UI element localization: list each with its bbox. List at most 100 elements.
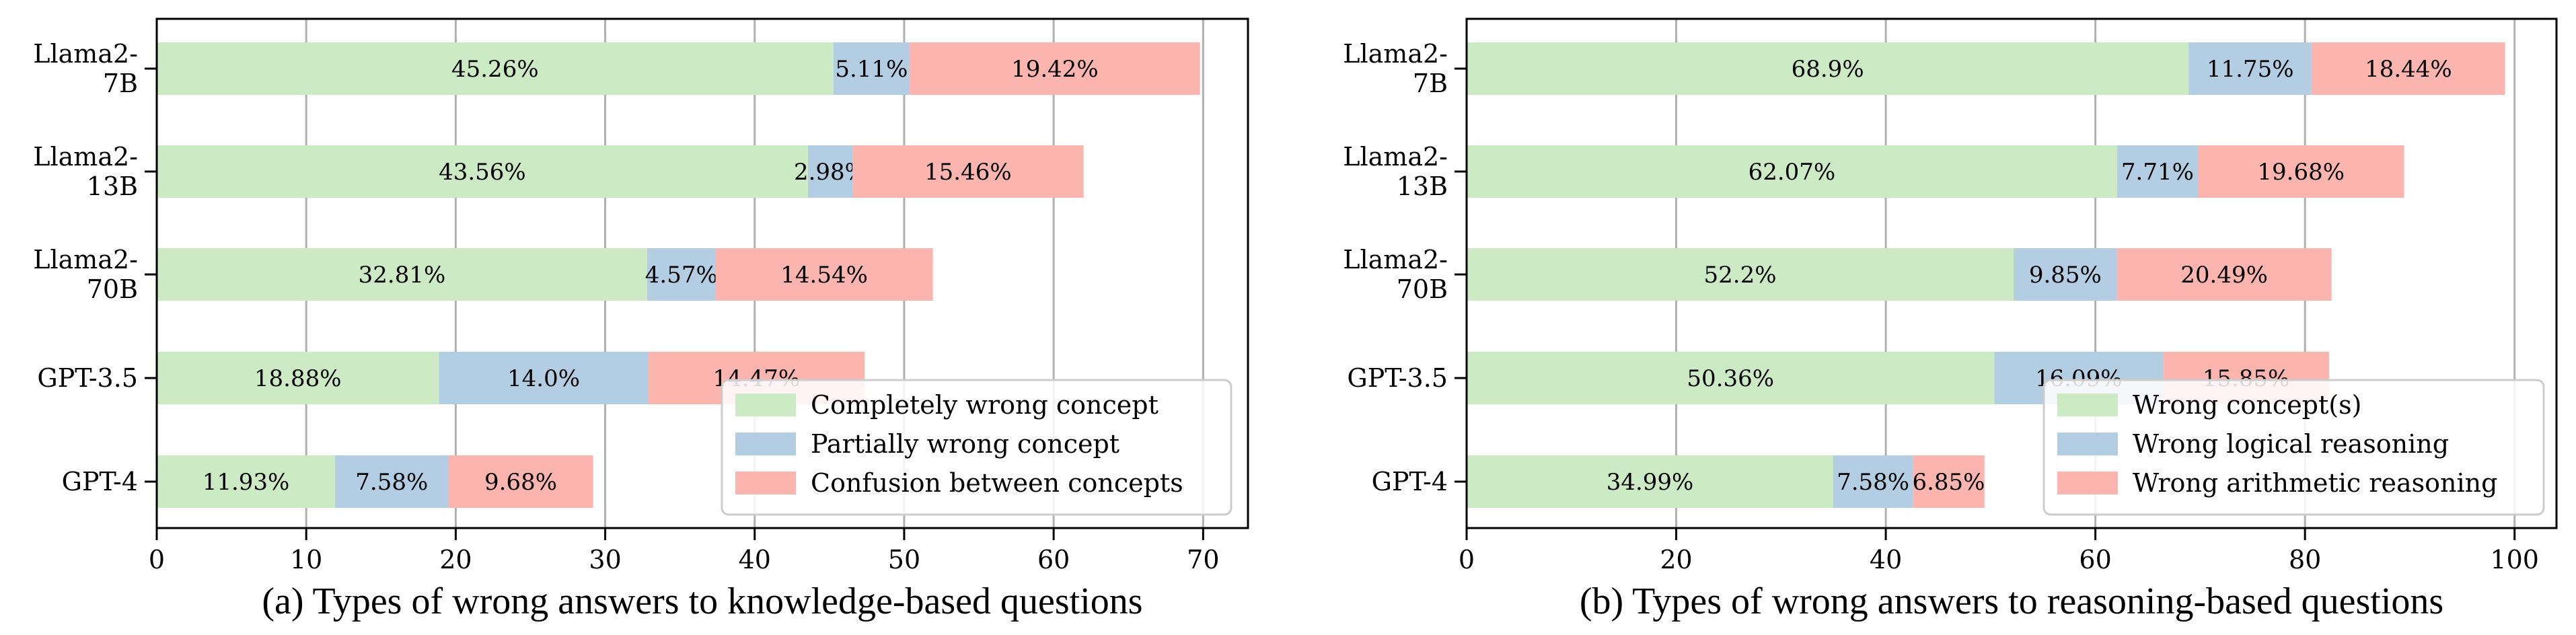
y-tick-label: Llama2-70B [1343, 245, 1448, 304]
data-label: 14.0% [507, 365, 580, 392]
x-tick-label: 60 [2079, 545, 2111, 574]
legend-label: Wrong concept(s) [2133, 390, 2361, 420]
data-label: 9.85% [2029, 262, 2102, 289]
data-label: 6.85% [1912, 469, 1985, 496]
y-tick-label-line: 70B [1397, 274, 1448, 304]
y-tick-label-line: Llama2- [1343, 142, 1448, 172]
legend-label: Confusion between concepts [811, 468, 1183, 498]
y-tick-label-line: 7B [103, 69, 138, 98]
y-tick-label: Llama2-7B [1343, 39, 1448, 98]
data-label: 45.26% [451, 56, 539, 83]
bar-segment [157, 352, 439, 404]
x-tick-label: 40 [739, 545, 771, 574]
legend-swatch [735, 472, 796, 494]
bar-segment [157, 248, 648, 301]
data-label: 19.68% [2257, 159, 2345, 186]
data-label: 7.71% [2121, 159, 2194, 186]
bar-segment [2312, 42, 2505, 95]
bar-segment [2117, 248, 2332, 301]
legend-swatch [2057, 472, 2118, 494]
y-tick-label-line: GPT-4 [62, 467, 138, 496]
y-tick-label-line: Llama2- [33, 39, 138, 69]
y-tick-label-line: 70B [87, 274, 138, 304]
y-tick-label: Llama2-13B [33, 142, 138, 201]
data-label: 14.54% [780, 262, 868, 289]
y-tick-label: GPT-3.5 [1347, 363, 1448, 393]
bar-segment [1467, 42, 2189, 95]
x-tick-label: 60 [1037, 545, 1070, 574]
y-tick-label: Llama2-7B [33, 39, 138, 98]
y-tick-label: Llama2-70B [33, 245, 138, 304]
x-tick-label: 0 [149, 545, 165, 574]
data-label: 11.75% [2207, 56, 2294, 83]
y-tick-label: GPT-3.5 [37, 363, 138, 393]
legend-swatch [2057, 433, 2118, 455]
x-tick-label: 40 [1870, 545, 1902, 574]
data-label: 5.11% [835, 56, 908, 83]
y-tick-label-line: GPT-3.5 [1347, 363, 1448, 393]
legend-label: Wrong logical reasoning [2133, 429, 2449, 459]
x-tick-label: 20 [439, 545, 472, 574]
bar-segment [1913, 455, 1985, 508]
y-tick-label-line: Llama2- [1343, 39, 1448, 69]
data-label: 68.9% [1792, 56, 1864, 83]
y-tick-label-line: 7B [1413, 69, 1448, 98]
data-label: 18.44% [2365, 56, 2452, 83]
bar-segment [833, 42, 910, 95]
bar-segment [2014, 248, 2117, 301]
legend-label: Wrong arithmetic reasoning [2133, 468, 2497, 498]
chart-title: (a) Types of wrong answers to knowledge-… [262, 581, 1142, 622]
bar-segment [448, 455, 593, 508]
y-tick-label: GPT-4 [62, 467, 138, 496]
data-label: 34.99% [1607, 469, 1694, 496]
x-tick-label: 30 [589, 545, 621, 574]
data-label: 43.56% [439, 159, 526, 186]
data-label: 20.49% [2180, 262, 2268, 289]
data-label: 15.46% [924, 159, 1012, 186]
data-label: 62.07% [1749, 159, 1836, 186]
data-label: 18.88% [254, 365, 342, 392]
bar-segment [2197, 145, 2404, 198]
y-tick-label-line: Llama2- [1343, 245, 1448, 274]
x-tick-label: 10 [290, 545, 322, 574]
data-label: 52.2% [1704, 262, 1777, 289]
bar-segment [335, 455, 449, 508]
data-label: 11.93% [203, 469, 290, 496]
plot-frame [155, 17, 1249, 529]
bar-segment [1467, 248, 2014, 301]
bar-segment [715, 248, 933, 301]
legend-swatch [735, 394, 796, 416]
x-tick-label: 0 [1459, 545, 1475, 574]
bar-segment [2188, 42, 2312, 95]
bar-segment [1467, 352, 1995, 404]
bar-segment [157, 455, 336, 508]
chart-title: (b) Types of wrong answers to reasoning-… [1580, 581, 2443, 622]
x-tick-label: 70 [1187, 545, 1219, 574]
legend-swatch [735, 433, 796, 455]
bar-segment [1467, 145, 2117, 198]
bar-segment [807, 145, 853, 198]
data-label: 4.57% [645, 262, 718, 289]
bar-segment [2117, 145, 2198, 198]
x-tick-label: 50 [888, 545, 920, 574]
plot-frame [1465, 17, 2558, 529]
bar-segment [157, 145, 808, 198]
y-tick-label-line: GPT-4 [1372, 467, 1448, 496]
y-tick-label-line: 13B [1397, 172, 1448, 201]
y-tick-label-line: Llama2- [33, 245, 138, 274]
bar-segment [1467, 455, 1834, 508]
x-tick-label: 20 [1660, 545, 1692, 574]
data-label: 9.68% [484, 469, 557, 496]
legend-box [721, 379, 1232, 516]
data-label: 7.58% [1837, 469, 1909, 496]
y-tick-label-line: 13B [87, 172, 138, 201]
y-tick-label-line: GPT-3.5 [37, 363, 138, 393]
y-tick-label-line: Llama2- [33, 142, 138, 172]
legend-swatch [2057, 394, 2118, 416]
data-label: 50.36% [1687, 365, 1774, 392]
y-tick-label: GPT-4 [1372, 467, 1448, 496]
legend-label: Completely wrong concept [811, 390, 1158, 420]
